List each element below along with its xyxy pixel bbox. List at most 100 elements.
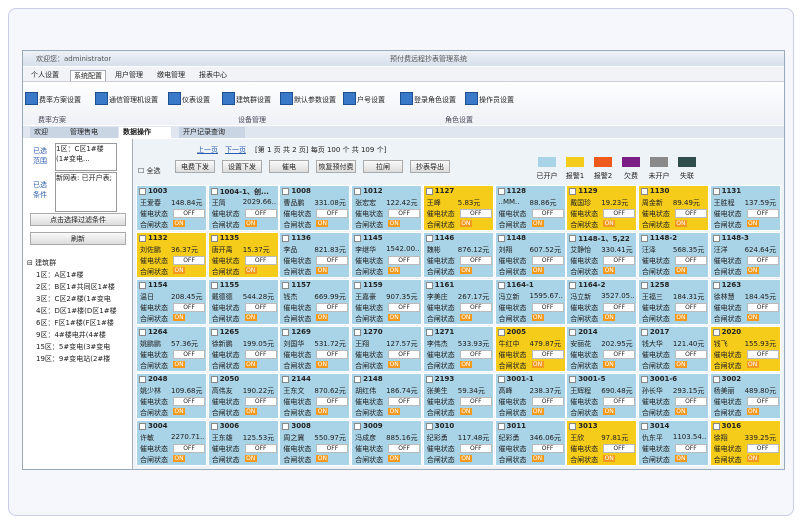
- tile-checkbox[interactable]: [282, 282, 290, 289]
- tool-label[interactable]: 户号设置: [357, 96, 385, 104]
- tile[interactable]: 1135 唐开禹 15.37元 催电状态 OFF 合闸状态 ON: [207, 232, 279, 278]
- close-switch[interactable]: ON: [746, 361, 759, 368]
- tile-checkbox[interactable]: [210, 235, 218, 242]
- tool-label[interactable]: 默认参数设置: [294, 96, 336, 104]
- close-switch[interactable]: ON: [244, 408, 257, 415]
- tile-checkbox[interactable]: [712, 282, 720, 289]
- tile[interactable]: 1131 王胜程 137.59元 催电状态 OFF 合闸状态 ON: [709, 185, 781, 231]
- tool-icon[interactable]: [465, 92, 478, 105]
- urge-switch[interactable]: OFF: [603, 209, 636, 218]
- urge-switch[interactable]: OFF: [459, 256, 492, 265]
- tile-checkbox[interactable]: [640, 282, 648, 289]
- urge-switch[interactable]: OFF: [316, 397, 349, 406]
- tile-checkbox[interactable]: [497, 423, 505, 430]
- tile-checkbox[interactable]: [139, 282, 146, 289]
- tile-checkbox[interactable]: [139, 376, 146, 383]
- urge-switch[interactable]: OFF: [531, 256, 564, 265]
- urge-switch[interactable]: OFF: [746, 209, 779, 218]
- tile[interactable]: 2014 安丽花 202.95元 催电状态 OFF 合闸状态 ON: [566, 326, 638, 372]
- tile[interactable]: 1128 ..MM.. 88.86元 催电状态 OFF 合闸状态 ON: [494, 185, 566, 231]
- urge-switch[interactable]: OFF: [173, 397, 205, 406]
- tool-label[interactable]: 仪表设置: [182, 96, 210, 104]
- urge-switch[interactable]: OFF: [459, 350, 492, 359]
- tile[interactable]: 1129 戴国珍 19.23元 催电状态 OFF 合闸状态 ON: [566, 185, 638, 231]
- close-switch[interactable]: ON: [388, 267, 401, 274]
- tile[interactable]: 2148 胡红伟 186.74元 催电状态 OFF 合闸状态 ON: [351, 373, 423, 419]
- urge-switch[interactable]: OFF: [603, 350, 636, 359]
- close-switch[interactable]: ON: [531, 267, 544, 274]
- tile[interactable]: 3011 纪彩勇 346.06元 催电状态 OFF 合闸状态 ON: [494, 420, 566, 466]
- close-switch[interactable]: ON: [674, 314, 687, 321]
- tile[interactable]: 1265 徐新鹏 199.05元 催电状态 OFF 合闸状态 ON: [207, 326, 279, 372]
- urge-switch[interactable]: OFF: [173, 350, 205, 359]
- tile[interactable]: 1258 王福三 184.31元 催电状态 OFF 合闸状态 ON: [637, 279, 709, 325]
- tool-icon[interactable]: [280, 92, 293, 105]
- tile-checkbox[interactable]: [210, 376, 218, 383]
- tool-icon[interactable]: [343, 92, 356, 105]
- tree-node[interactable]: 2区：B区1#共同区1#楼: [36, 283, 115, 291]
- tile[interactable]: 1148-3 汪洋 624.64元 催电状态 OFF 合闸状态 ON: [709, 232, 781, 278]
- close-switch[interactable]: ON: [244, 314, 257, 321]
- menu-item[interactable]: 用户管理: [115, 71, 143, 79]
- close-switch[interactable]: ON: [388, 361, 401, 368]
- tile[interactable]: 1012 张宏宏 122.42元 催电状态 OFF 合闸状态 ON: [351, 185, 423, 231]
- tile[interactable]: 3001-6 孙长华 293.15元 催电状态 OFF 合闸状态 ON: [637, 373, 709, 419]
- urge-switch[interactable]: OFF: [674, 444, 707, 453]
- menu-item[interactable]: 缴电管理: [157, 71, 185, 79]
- tile[interactable]: 1008 曹品鹏 331.08元 催电状态 OFF 合闸状态 ON: [279, 185, 351, 231]
- close-switch[interactable]: ON: [173, 267, 185, 274]
- urge-switch[interactable]: OFF: [459, 444, 492, 453]
- close-switch[interactable]: ON: [459, 314, 472, 321]
- tree-node[interactable]: 6区：F区1#楼(F区1#楼: [36, 319, 114, 327]
- tile-checkbox[interactable]: [139, 188, 146, 195]
- close-switch[interactable]: ON: [173, 455, 185, 462]
- tile-checkbox[interactable]: [569, 329, 577, 336]
- tile-checkbox[interactable]: [640, 329, 648, 336]
- tile[interactable]: 3001-5 王辉程 690.48元 催电状态 OFF 合闸状态 ON: [566, 373, 638, 419]
- urge-switch[interactable]: OFF: [316, 209, 349, 218]
- action-button[interactable]: 电费下发: [175, 160, 215, 173]
- close-switch[interactable]: ON: [674, 267, 687, 274]
- tile-checkbox[interactable]: [282, 329, 290, 336]
- menu-item[interactable]: 个人设置: [31, 71, 59, 79]
- tile-checkbox[interactable]: [425, 188, 433, 195]
- tile-checkbox[interactable]: [354, 235, 362, 242]
- urge-switch[interactable]: OFF: [459, 209, 492, 218]
- close-switch[interactable]: ON: [459, 455, 472, 462]
- close-switch[interactable]: ON: [746, 314, 759, 321]
- tile[interactable]: 2144 王东文 870.62元 催电状态 OFF 合闸状态 ON: [279, 373, 351, 419]
- tile[interactable]: 1157 钱杰 669.99元 催电状态 OFF 合闸状态 ON: [279, 279, 351, 325]
- tile-checkbox[interactable]: [569, 235, 577, 242]
- tile[interactable]: 1264 姚鹏鹏 57.36元 催电状态 OFF 合闸状态 ON: [136, 326, 207, 372]
- tab[interactable]: 欢迎: [30, 127, 82, 138]
- tree-root[interactable]: ⊟ 建筑群: [27, 259, 57, 267]
- close-switch[interactable]: ON: [603, 361, 616, 368]
- close-switch[interactable]: ON: [531, 361, 544, 368]
- tool-label[interactable]: 建筑群设置: [236, 96, 271, 104]
- tile-checkbox[interactable]: [497, 376, 505, 383]
- refresh-button[interactable]: 刷新: [30, 232, 126, 245]
- tile[interactable]: 2048 姚少林 109.68元 催电状态 OFF 合闸状态 ON: [136, 373, 207, 419]
- close-switch[interactable]: ON: [459, 408, 472, 415]
- tile-checkbox[interactable]: [712, 188, 720, 195]
- tile[interactable]: 1161 李美庄 267.17元 催电状态 OFF 合闸状态 ON: [422, 279, 494, 325]
- tile-checkbox[interactable]: [139, 235, 146, 242]
- tool-label[interactable]: 登录角色设置: [414, 96, 456, 104]
- tile[interactable]: 2020 钱飞 155.93元 催电状态 OFF 合闸状态 ON: [709, 326, 781, 372]
- tile[interactable]: 1004-1、创... 王简 2029.66.. 催电状态 OFF 合闸状态 ON: [207, 185, 279, 231]
- tile-checkbox[interactable]: [640, 376, 648, 383]
- tile-checkbox[interactable]: [210, 188, 218, 195]
- close-switch[interactable]: ON: [746, 455, 759, 462]
- action-button[interactable]: 恢复预付费: [316, 160, 356, 173]
- tile-checkbox[interactable]: [497, 282, 505, 289]
- urge-switch[interactable]: OFF: [746, 256, 779, 265]
- close-switch[interactable]: ON: [531, 220, 544, 227]
- tile[interactable]: 1148-1、5,22 艾静怡 330.41元 催电状态 OFF 合闸状态 ON: [566, 232, 638, 278]
- action-button[interactable]: 设置下发: [222, 160, 262, 173]
- urge-switch[interactable]: OFF: [244, 303, 277, 312]
- close-switch[interactable]: ON: [674, 455, 687, 462]
- urge-switch[interactable]: OFF: [531, 350, 564, 359]
- tile-checkbox[interactable]: [569, 376, 577, 383]
- tile[interactable]: 1136 李品 821.83元 催电状态 OFF 合闸状态 ON: [279, 232, 351, 278]
- close-switch[interactable]: ON: [316, 267, 329, 274]
